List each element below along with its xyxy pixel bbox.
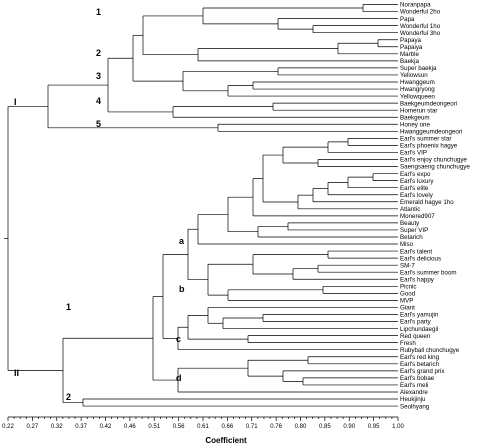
x-tick-label: 0.66 bbox=[222, 424, 234, 430]
leaf-label: Baekgeumdeongeori bbox=[400, 100, 457, 107]
leaf-label: Papaiya bbox=[400, 44, 423, 51]
x-tick-label: 0.51 bbox=[148, 424, 160, 430]
leaf-label: Earl's summer boom bbox=[400, 269, 457, 276]
leaf-label: Yellowsun bbox=[400, 72, 428, 79]
leaf-label: Monered907 bbox=[400, 213, 435, 220]
leaf-label: Hwanggeumdeongeori bbox=[400, 129, 462, 136]
dendrogram-branches bbox=[4, 4, 398, 407]
leaf-label: Seolhyang bbox=[400, 403, 430, 410]
leaf-label: Earl's lovely bbox=[400, 192, 434, 199]
x-tick-label: 0.95 bbox=[368, 424, 380, 430]
leaf-label: Red queen bbox=[400, 333, 431, 340]
leaf-label: Hwanggeum bbox=[400, 79, 435, 86]
x-tick-label: 0.46 bbox=[124, 424, 136, 430]
leaf-label: Earl's meli bbox=[400, 382, 428, 389]
leaf-label: Baekja bbox=[400, 58, 419, 65]
leaf-label: Earl's red king bbox=[400, 354, 440, 361]
leaf-label: Fresh bbox=[400, 340, 416, 347]
leaf-label: Noranpapa bbox=[400, 2, 431, 9]
leaf-label: Yellowqueen bbox=[400, 93, 435, 100]
leaf-label: Earl's phoenix hagye bbox=[400, 143, 458, 150]
x-axis: 0.22 0.27 0.32 0.37 0.42 0.46 0.51 0.56 0.61 0.66… bbox=[2, 416, 404, 430]
leaf-label: Earl's betarich bbox=[400, 361, 440, 368]
leaf-label: Alexandre bbox=[400, 389, 428, 396]
cluster-label: a bbox=[179, 236, 185, 246]
leaf-label: Papa bbox=[400, 16, 415, 23]
leaf-label: Earl's VIP bbox=[400, 150, 427, 157]
leaf-label: Saengsaeng chunchugye bbox=[400, 164, 470, 171]
leaf-label: Atlantic bbox=[400, 206, 420, 213]
leaf-label: Rubyball chunchugye bbox=[400, 347, 460, 354]
cluster-label: 2 bbox=[66, 392, 71, 402]
cluster-label: 5 bbox=[96, 119, 101, 129]
x-tick-label: 0.37 bbox=[75, 424, 87, 430]
cluster-label: 2 bbox=[96, 48, 101, 58]
leaf-label: Super baekja bbox=[400, 65, 437, 72]
x-tick-label: 0.76 bbox=[270, 424, 282, 430]
cluster-label: b bbox=[179, 284, 185, 294]
leaf-label: Marble bbox=[400, 51, 419, 58]
leaf-label: Heukjinju bbox=[400, 396, 426, 403]
leaf-label: Earl's enjoy chunchugye bbox=[400, 157, 467, 164]
leaf-label: Earl's luxury bbox=[400, 178, 434, 185]
leaf-label: Beauty bbox=[400, 220, 420, 227]
x-tick-label: 0.22 bbox=[2, 424, 14, 430]
x-tick-label: 0.90 bbox=[343, 424, 355, 430]
leaf-label: Emerald hagye 1ho bbox=[400, 199, 454, 206]
leaf-label: Picnic bbox=[400, 284, 417, 291]
leaf-label: Wonderful 1ho bbox=[400, 23, 441, 30]
x-tick-label: 1.00 bbox=[392, 424, 404, 430]
leaf-label: Earl's grand prix bbox=[400, 368, 445, 375]
leaf-label: Earl's party bbox=[400, 319, 432, 326]
cluster-label: 1 bbox=[66, 302, 71, 312]
leaf-label: Good bbox=[400, 291, 416, 298]
leaf-label: Lipchundaegil bbox=[400, 326, 438, 333]
leaf-label: MVP bbox=[400, 298, 413, 305]
leaf-label: Earl's bobae bbox=[400, 375, 435, 382]
cluster-label: 4 bbox=[96, 96, 101, 106]
cluster-label: II bbox=[14, 368, 19, 378]
cluster-label: 1 bbox=[96, 7, 101, 17]
leaf-label: Earl's delicious bbox=[400, 255, 441, 262]
x-tick-label: 0.42 bbox=[100, 424, 112, 430]
cluster-label: I bbox=[14, 97, 17, 107]
leaf-label: Hwangryong bbox=[400, 86, 435, 93]
cluster-label: c bbox=[176, 334, 181, 344]
x-tick-label: 0.32 bbox=[51, 424, 63, 430]
cluster-label: 3 bbox=[96, 71, 101, 81]
leaf-label: Earl's summer star bbox=[400, 136, 451, 143]
leaf-label: Miso bbox=[400, 241, 414, 248]
leaf-label: Earl's talent bbox=[400, 248, 432, 255]
cluster-label: d bbox=[176, 373, 182, 383]
leaf-label: Baekgeum bbox=[400, 114, 430, 121]
leaf-label: Earl's yamujin bbox=[400, 312, 439, 319]
leaf-label: Super VIP bbox=[400, 227, 428, 234]
leaf-label: Giant bbox=[400, 305, 415, 312]
x-tick-label: 0.71 bbox=[246, 424, 258, 430]
x-tick-label: 0.27 bbox=[27, 424, 39, 430]
leaf-label: Papaya bbox=[400, 37, 422, 44]
x-tick-label: 0.80 bbox=[295, 424, 307, 430]
leaf-label: Earl's expo bbox=[400, 171, 431, 178]
leaf-label: Homerun star bbox=[400, 107, 437, 114]
leaf-label: Honey one bbox=[400, 121, 430, 128]
leaf-label: Wonderful 2ho bbox=[400, 9, 441, 16]
leaf-label: Betarich bbox=[400, 234, 423, 241]
leaf-label: Earl's elite bbox=[400, 185, 429, 192]
x-tick-label: 0.61 bbox=[197, 424, 209, 430]
leaf-label: Wonderful 3ho bbox=[400, 30, 441, 37]
leaf-label: Earl's happy bbox=[400, 276, 435, 283]
x-axis-title: Coefficient bbox=[205, 436, 247, 445]
leaf-label: SM-7 bbox=[400, 262, 415, 269]
x-tick-label: 0.85 bbox=[319, 424, 331, 430]
x-tick-label: 0.56 bbox=[173, 424, 185, 430]
